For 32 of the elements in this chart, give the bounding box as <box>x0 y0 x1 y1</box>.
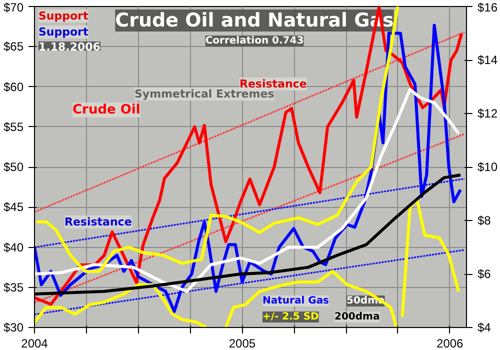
y2-tick-label: $12 <box>478 106 498 120</box>
x-tick-label: 2006 <box>436 336 464 350</box>
y-tick-label: $30 <box>3 320 24 334</box>
annotation: Resistance <box>64 216 132 228</box>
annotation: 1.18.2006 <box>38 40 101 54</box>
x-tick-label: 2004 <box>21 336 48 350</box>
text: 200dma <box>334 312 380 322</box>
y2-tick-label: $4 <box>478 320 492 334</box>
y2-tick-label: $10 <box>478 160 498 174</box>
line-series <box>34 88 460 293</box>
y-tick-label: $35 <box>3 280 24 294</box>
y2-tick-label: $14 <box>478 53 498 67</box>
annotation: Support <box>38 10 88 22</box>
y-tick-label: $45 <box>3 200 24 214</box>
y-tick-label: $70 <box>3 0 24 14</box>
y-tick-label: $60 <box>3 80 24 94</box>
text: Correlation 0.743 <box>205 36 304 46</box>
annotation: Symmetrical Extremes <box>134 88 275 100</box>
line-series <box>34 6 400 273</box>
y-tick-label: $50 <box>3 160 24 174</box>
text: Crude Oil <box>72 102 140 118</box>
text: +/- 2.5 SD <box>262 312 319 322</box>
x-tick-label: 2005 <box>228 336 256 350</box>
y2-tick-label: $16 <box>478 0 498 14</box>
y-tick-label: $40 <box>3 240 24 254</box>
y-tick-label: $65 <box>3 40 24 54</box>
annotation: Resistance <box>240 78 307 90</box>
y2-tick-label: $6 <box>478 267 492 281</box>
y2-tick-label: $8 <box>478 214 492 228</box>
text: Natural Gas <box>262 296 330 306</box>
annotation: Support <box>38 26 88 38</box>
y-tick-label: $55 <box>3 120 24 134</box>
